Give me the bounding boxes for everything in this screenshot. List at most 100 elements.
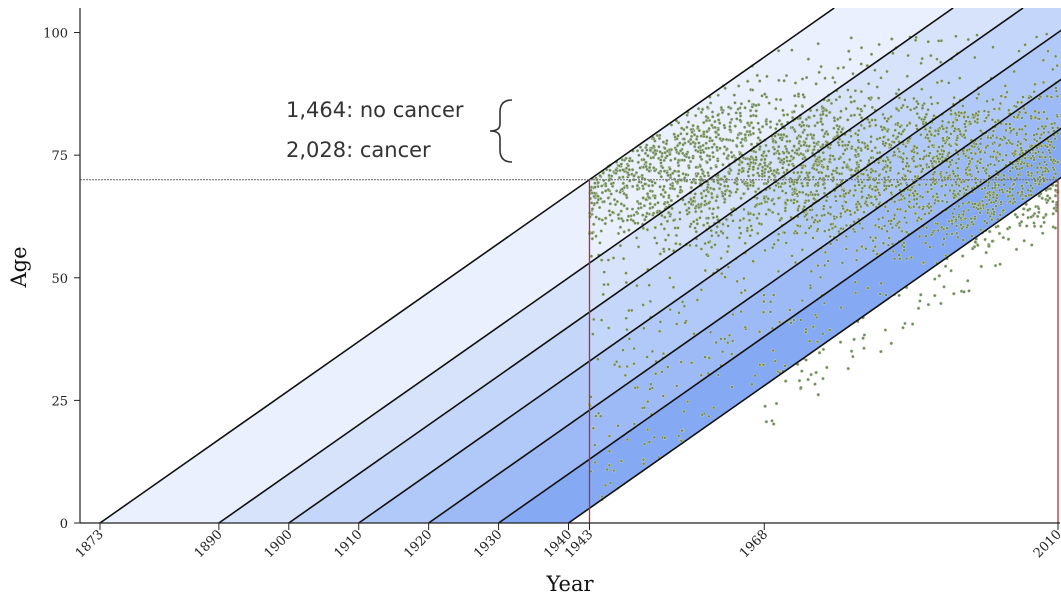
data-point: [788, 184, 792, 188]
data-point: [984, 250, 988, 255]
data-point: [694, 165, 698, 170]
data-point: [817, 70, 821, 75]
data-point: [658, 329, 662, 333]
data-point: [1037, 206, 1041, 211]
data-point: [840, 261, 845, 265]
data-point: [594, 414, 598, 418]
data-point: [695, 218, 699, 222]
data-point: [869, 155, 873, 160]
data-point: [822, 301, 827, 305]
data-point: [676, 226, 680, 230]
data-point: [859, 204, 863, 209]
data-point: [970, 234, 974, 238]
data-point: [726, 105, 731, 109]
data-point: [839, 130, 843, 134]
data-point: [755, 73, 759, 78]
data-point: [1029, 215, 1034, 219]
data-point: [1047, 148, 1051, 153]
data-point: [853, 188, 858, 193]
data-point: [684, 172, 688, 177]
data-point: [827, 228, 831, 232]
data-point: [618, 243, 623, 248]
data-point: [720, 110, 725, 115]
data-point: [1008, 122, 1012, 126]
data-point: [1053, 172, 1058, 176]
data-point: [994, 169, 998, 173]
data-point: [658, 252, 662, 256]
data-point: [944, 253, 948, 258]
data-point: [729, 213, 734, 217]
data-point: [699, 150, 703, 155]
data-point: [671, 285, 676, 289]
data-point: [898, 207, 903, 212]
data-point: [867, 158, 871, 163]
data-point: [746, 170, 750, 174]
data-point: [839, 214, 843, 219]
data-point: [731, 219, 735, 223]
data-point: [689, 137, 693, 142]
data-point: [728, 124, 732, 129]
data-point: [644, 197, 648, 202]
data-point: [947, 120, 951, 125]
data-point: [881, 241, 886, 245]
data-point: [995, 193, 999, 197]
data-point: [592, 317, 596, 322]
data-point: [828, 205, 833, 210]
data-point: [928, 151, 932, 155]
data-point: [979, 157, 983, 162]
data-point: [993, 120, 998, 124]
data-point: [756, 171, 760, 175]
data-point: [732, 93, 736, 97]
data-point: [860, 226, 865, 231]
data-point: [668, 276, 672, 280]
data-point: [1045, 145, 1050, 149]
data-point: [860, 180, 864, 184]
data-point: [947, 142, 952, 147]
data-point: [985, 99, 989, 104]
data-point: [712, 142, 716, 147]
data-point: [840, 127, 845, 131]
data-point: [751, 259, 755, 263]
data-point: [695, 298, 700, 302]
data-point: [722, 200, 727, 205]
data-point: [760, 94, 764, 98]
data-point: [801, 130, 805, 135]
data-point: [877, 42, 881, 47]
data-point: [952, 95, 956, 100]
data-point: [1055, 63, 1059, 68]
data-point: [621, 175, 625, 179]
data-point: [715, 224, 719, 229]
data-point: [1054, 183, 1058, 188]
data-point: [682, 409, 686, 414]
data-point: [976, 243, 980, 248]
data-point: [957, 204, 961, 209]
data-point: [877, 161, 881, 165]
data-point: [765, 74, 769, 79]
data-point: [882, 188, 887, 192]
data-point: [988, 154, 993, 159]
data-point: [624, 280, 628, 285]
data-point: [733, 124, 737, 128]
data-point: [750, 88, 755, 92]
data-point: [952, 207, 957, 211]
data-point: [698, 155, 703, 159]
data-point: [630, 159, 634, 163]
data-point: [937, 274, 941, 278]
data-point: [844, 234, 849, 239]
data-point: [899, 155, 903, 160]
data-point: [760, 169, 764, 173]
data-point: [706, 185, 710, 190]
data-point: [1049, 157, 1053, 162]
data-point: [786, 198, 790, 202]
data-point: [777, 144, 781, 149]
data-point: [772, 293, 776, 297]
data-point: [800, 369, 804, 373]
data-point: [1042, 220, 1046, 225]
data-point: [743, 288, 747, 293]
data-point: [852, 220, 856, 224]
data-point: [627, 168, 631, 172]
data-point: [642, 462, 646, 466]
data-point: [720, 271, 724, 276]
data-point: [756, 186, 761, 191]
data-point: [828, 153, 833, 158]
